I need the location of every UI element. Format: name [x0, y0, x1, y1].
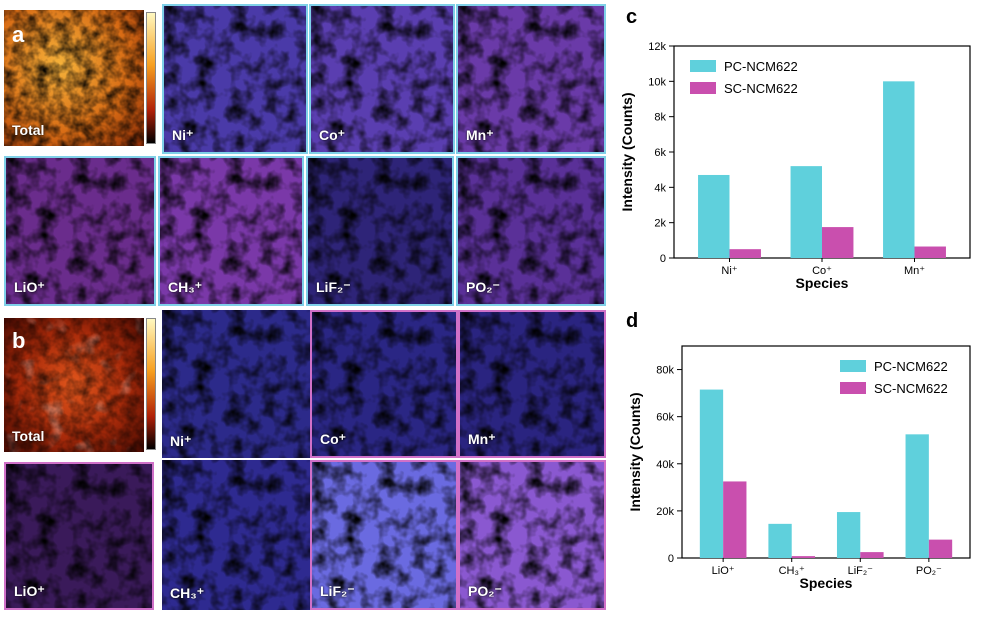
y-tick-label: 0 [668, 553, 674, 565]
bar-sc [928, 539, 953, 558]
y-tick-label: 0 [660, 253, 666, 265]
x-axis-label: Species [796, 275, 849, 291]
chart-d-letter: d [626, 310, 639, 332]
tile-label: Ni⁺ [172, 127, 194, 143]
x-tick-label: Co⁺ [812, 265, 832, 277]
tile-label: CH₃⁺ [168, 279, 203, 295]
legend-label: PC-NCM622 [874, 359, 948, 374]
chart-d: 0 20k 40k 60k 80k Intensity (Counts) LiO⁺ CH₃⁺ L… [627, 345, 971, 591]
tile-label: Ni⁺ [170, 433, 192, 449]
y-tick-label: 2k [654, 218, 666, 230]
bar-pc [790, 166, 822, 258]
legend-swatch [690, 60, 716, 72]
panel-a-mn-map: Mn⁺ [456, 4, 606, 154]
panel-a-co-map: Co⁺ [309, 4, 455, 154]
x-tick-label: Mn⁺ [904, 265, 925, 277]
y-axis-label: Intensity (Counts) [620, 93, 635, 212]
bar-sc [860, 552, 884, 558]
panel-b-letter: b [12, 328, 26, 353]
legend-label: SC-NCM622 [724, 81, 798, 96]
panel-b-colorbar [146, 318, 156, 450]
panel-a-ch3-map: CH₃⁺ [158, 156, 304, 306]
panel-b-po2-map: PO₂⁻ [458, 460, 606, 610]
panel-b-total-map: b Total [4, 318, 144, 452]
panel-a-po2-map: PO₂⁻ [456, 156, 606, 306]
bar-sc [791, 556, 816, 558]
tile-label: PO₂⁻ [468, 583, 502, 599]
bar-sc [729, 249, 761, 258]
tile-label: Total [12, 122, 45, 138]
y-tick-label: 10k [648, 76, 666, 88]
panel-a-colorbar [146, 12, 156, 144]
panel-b-lif2-map: LiF₂⁻ [310, 460, 458, 610]
y-axis-label: Intensity (Counts) [627, 393, 643, 512]
legend-swatch [840, 360, 866, 372]
panel-a-ni-map: Ni⁺ [162, 4, 308, 154]
x-tick-label: LiO⁺ [712, 565, 735, 577]
tile-label: Mn⁺ [468, 431, 496, 447]
bar-sc [914, 246, 946, 258]
plot-frame [681, 345, 971, 559]
bar-pc [836, 512, 861, 558]
panel-b-ch3-map: CH₃⁺ [162, 460, 310, 610]
tile-label: LiF₂⁻ [316, 279, 351, 295]
panel-a-lif2-map: LiF₂⁻ [306, 156, 454, 306]
panel-a-total-map: a Total [4, 10, 144, 146]
tile-label: Total [12, 428, 45, 444]
x-tick-label: Ni⁺ [721, 265, 737, 277]
y-tick-label: 60k [656, 412, 674, 424]
bar-pc [699, 389, 724, 558]
bar-sc [723, 481, 747, 558]
bar-pc [698, 174, 730, 258]
tile-label: Co⁺ [319, 127, 346, 143]
y-tick-label: 8k [654, 112, 666, 124]
bar-pc [905, 434, 929, 558]
panel-b-co-map: Co⁺ [310, 310, 458, 458]
y-tick-label: 6k [654, 147, 666, 159]
tile-label: LiO⁺ [14, 583, 45, 599]
panel-b-ni-map: Ni⁺ [162, 310, 310, 458]
legend-swatch [840, 382, 866, 394]
chart-c-letter: c [626, 6, 638, 28]
panel-a-letter: a [12, 22, 25, 47]
y-tick-label: 40k [656, 459, 674, 471]
tile-label: LiO⁺ [14, 279, 45, 295]
x-tick-label: LiF₂⁻ [848, 565, 874, 577]
legend-label: SC-NCM622 [874, 381, 948, 396]
tile-label: Mn⁺ [466, 127, 494, 143]
y-tick-label: 80k [656, 365, 674, 377]
y-tick-label: 20k [656, 506, 674, 518]
tile-label: PO₂⁻ [466, 279, 500, 295]
legend-swatch [690, 82, 716, 94]
panel-b-lio-map: LiO⁺ [4, 462, 154, 610]
panel-b-mn-map: Mn⁺ [458, 310, 606, 458]
tile-label: Co⁺ [320, 431, 347, 447]
bar-pc [883, 81, 915, 258]
x-axis-label: Species [800, 575, 853, 591]
tile-label: CH₃⁺ [170, 585, 205, 601]
panel-a-lio-map: LiO⁺ [4, 156, 156, 306]
bar-sc [822, 227, 854, 258]
y-tick-label: 12k [648, 41, 666, 53]
bar-pc [768, 523, 792, 558]
legend-label: PC-NCM622 [724, 59, 798, 74]
y-tick-label: 4k [654, 182, 666, 194]
x-tick-label: CH₃⁺ [779, 565, 805, 577]
x-tick-label: PO₂⁻ [916, 565, 942, 577]
chart-c: 0 2k 4k 6k 8k 10k 12k Intensity (Counts) Ni⁺ Co⁺ M… [620, 41, 971, 291]
tile-label: LiF₂⁻ [320, 583, 355, 599]
